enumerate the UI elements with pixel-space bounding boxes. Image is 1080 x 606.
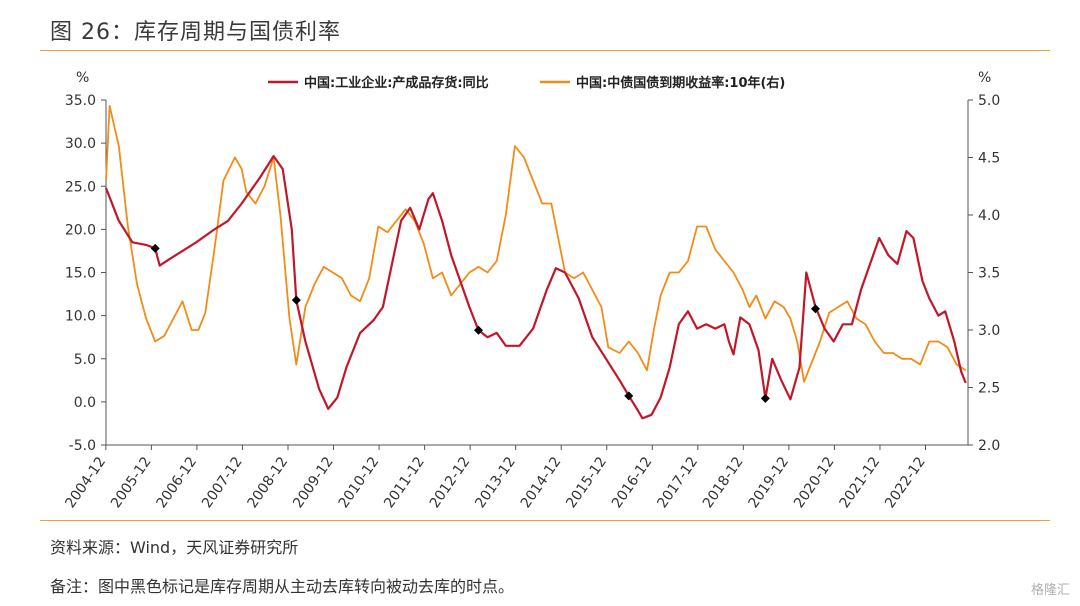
remark-note: 备注：图中黑色标记是库存周期从主动去库转向被动去库的时点。 [50, 577, 515, 596]
x-tick-label: 2013-12 [472, 454, 519, 511]
x-tick-label: 2008-12 [245, 454, 292, 511]
turning-point-marker [150, 243, 160, 253]
series-inventory-line [104, 155, 967, 420]
legend-label-yield: 中国:中债国债到期收益率:10年(右) [576, 75, 785, 91]
turning-point-marker [760, 393, 770, 403]
x-tick-label: 2012-12 [427, 454, 474, 511]
x-tick-label: 2007-12 [199, 454, 246, 511]
turning-point-marker [473, 325, 483, 335]
left-tick-label: 30.0 [65, 136, 96, 152]
left-tick-label: 35.0 [65, 93, 96, 109]
x-tick-label: 2021-12 [837, 454, 884, 511]
x-tick-label: 2022-12 [882, 454, 929, 511]
left-tick-label: 5.0 [74, 352, 96, 368]
chart-axes: 35.0 30.0 25.0 20.0 15.0 10.0 5.0 0.0 -5.0 5.0 4.5… [62, 70, 1000, 511]
right-tick-label: 4.0 [978, 208, 1000, 224]
watermark: 格隆汇 [1030, 583, 1070, 598]
figure-title: 图 26：库存周期与国债利率 [50, 20, 341, 45]
chart: 35.0 30.0 25.0 20.0 15.0 10.0 5.0 0.0 -5.0 5.0 4.5… [62, 70, 1000, 511]
series-layer [104, 104, 967, 420]
x-tick-label: 2014-12 [518, 454, 565, 511]
x-tick-label: 2010-12 [336, 454, 383, 511]
turning-point-marker [291, 295, 301, 305]
left-tick-label: 10.0 [65, 309, 96, 325]
turning-point-marker [624, 391, 634, 401]
right-tick-label: 3.0 [978, 323, 1000, 339]
x-tick-label: 2019-12 [746, 454, 793, 511]
left-unit-label: % [76, 70, 89, 86]
left-tick-label: 25.0 [65, 179, 96, 195]
x-tick-label: 2005-12 [108, 454, 155, 511]
bottom-rule [40, 520, 1050, 521]
right-tick-label: 3.5 [978, 266, 1000, 282]
x-tick-label: 2018-12 [700, 454, 747, 511]
source-note: 资料来源：Wind，天风证券研究所 [50, 538, 299, 557]
x-tick-label: 2004-12 [62, 454, 109, 511]
top-rule [40, 50, 1050, 51]
turning-point-marker [810, 304, 820, 314]
right-tick-label: 2.0 [978, 438, 1000, 454]
x-tick-label: 2020-12 [791, 454, 838, 511]
x-tick-label: 2011-12 [381, 454, 428, 511]
left-tick-label: 20.0 [65, 222, 96, 238]
x-tick-label: 2015-12 [563, 454, 610, 511]
x-tick-label: 2016-12 [609, 454, 656, 511]
right-tick-label: 5.0 [978, 93, 1000, 109]
x-tick-label: 2009-12 [290, 454, 337, 511]
left-tick-label: -5.0 [69, 438, 96, 454]
right-unit-label: % [978, 70, 991, 86]
legend-label-inventory: 中国:工业企业:产成品存货:同比 [304, 75, 489, 91]
x-tick-label: 2017-12 [654, 454, 701, 511]
left-tick-label: 15.0 [65, 266, 96, 282]
legend: 中国:工业企业:产成品存货:同比 中国:中债国债到期收益率:10年(右) [268, 75, 785, 91]
right-tick-label: 2.5 [978, 381, 1000, 397]
series-yield-line [105, 104, 967, 383]
left-tick-label: 0.0 [74, 395, 96, 411]
right-tick-label: 4.5 [978, 151, 1000, 167]
x-tick-label: 2006-12 [154, 454, 201, 511]
